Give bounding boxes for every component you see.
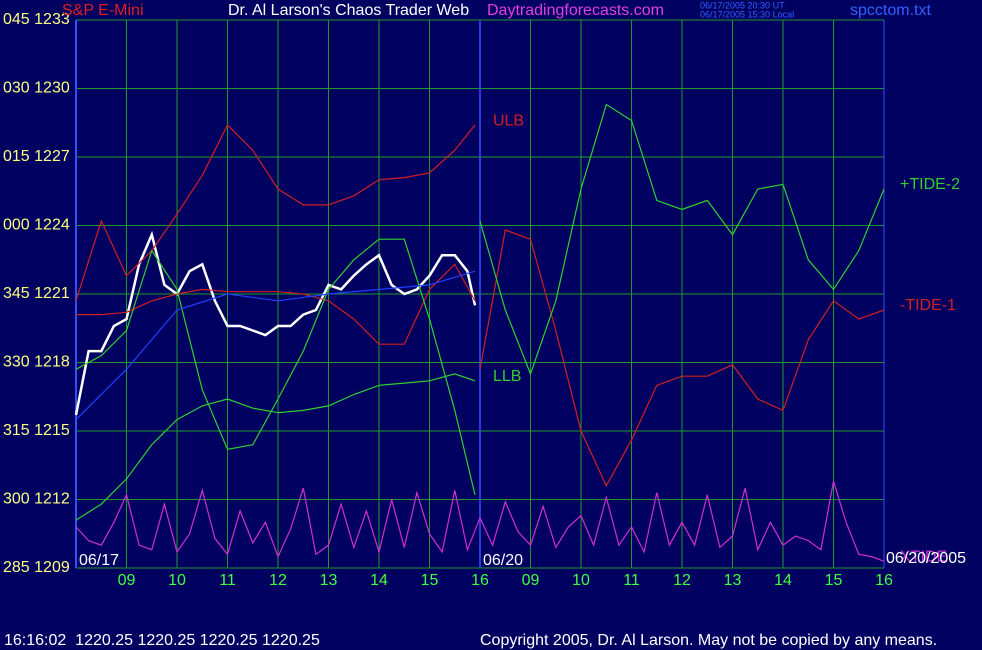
- site: Daytradingforecasts.com: [487, 2, 664, 19]
- series-line: [75, 270, 476, 421]
- copyright: Copyright 2005, Dr. Al Larson. May not b…: [480, 632, 937, 649]
- y-tick-label: 015 1227: [3, 148, 70, 165]
- x-tick-label: 11: [219, 572, 236, 589]
- x-tick-label: 13: [320, 572, 338, 589]
- series-line: [74, 230, 477, 416]
- legend-label: LLB: [493, 368, 521, 385]
- timestamp: 06/17/2005 15:30 Local: [700, 9, 794, 19]
- x-tick-label: 14: [774, 572, 792, 589]
- series-line: [479, 229, 885, 488]
- y-tick-label: 315 1215: [3, 422, 70, 439]
- x-tick-label: 15: [421, 572, 439, 589]
- y-tick-label: 330 1218: [3, 354, 70, 371]
- x-tick-label: 10: [168, 572, 186, 589]
- y-tick-label: 300 1212: [3, 491, 70, 508]
- timestamp: 06/17/2005 20:30 UT: [700, 0, 785, 10]
- series-line: [479, 103, 885, 376]
- y-tick-label: 285 1209: [3, 559, 70, 576]
- date-label: 06/20: [483, 552, 523, 569]
- y-tick-label: 030 1230: [3, 80, 70, 97]
- y-tick-label: 045 1233: [3, 11, 70, 28]
- series-line: [75, 373, 476, 521]
- series-line: [75, 481, 885, 562]
- x-tick-label: 16: [471, 572, 489, 589]
- series-line: [76, 263, 476, 345]
- instrument: S&P E-Mini: [62, 2, 144, 19]
- x-tick-label: 09: [522, 572, 540, 589]
- legend-label: -TIDE-1: [900, 297, 956, 314]
- x-tick-label: 16: [875, 572, 893, 589]
- series-line: [75, 238, 476, 496]
- chart-title: Dr. Al Larson's Chaos Trader Web: [228, 2, 469, 19]
- labels: 045 1233 030 1230 015 1227 000 1224 345 1221…: [3, 11, 960, 589]
- series: [74, 103, 885, 562]
- date-label: 06/20/2005: [886, 550, 966, 567]
- x-tick-label: 12: [673, 572, 691, 589]
- legend-label: +TIDE-2: [900, 176, 960, 193]
- x-tick-label: 12: [269, 572, 287, 589]
- x-tick-label: 15: [825, 572, 843, 589]
- series-line: [75, 123, 476, 301]
- x-tick-label: 14: [370, 572, 388, 589]
- date-label: 06/17: [79, 552, 119, 569]
- x-tick-label: 10: [572, 572, 590, 589]
- y-tick-label: 000 1224: [3, 217, 70, 234]
- status-line: 16:16:02 1220.25 1220.25 1220.25 1220.25: [4, 632, 320, 649]
- x-tick-label: 09: [118, 572, 136, 589]
- y-tick-label: 345 1221: [3, 285, 70, 302]
- legend-label: ULB: [493, 112, 524, 129]
- file-name: spcctom.txt: [850, 2, 931, 19]
- legend-label: XTIDE: [900, 548, 947, 565]
- x-tick-label: 11: [623, 572, 640, 589]
- x-tick-label: 13: [724, 572, 742, 589]
